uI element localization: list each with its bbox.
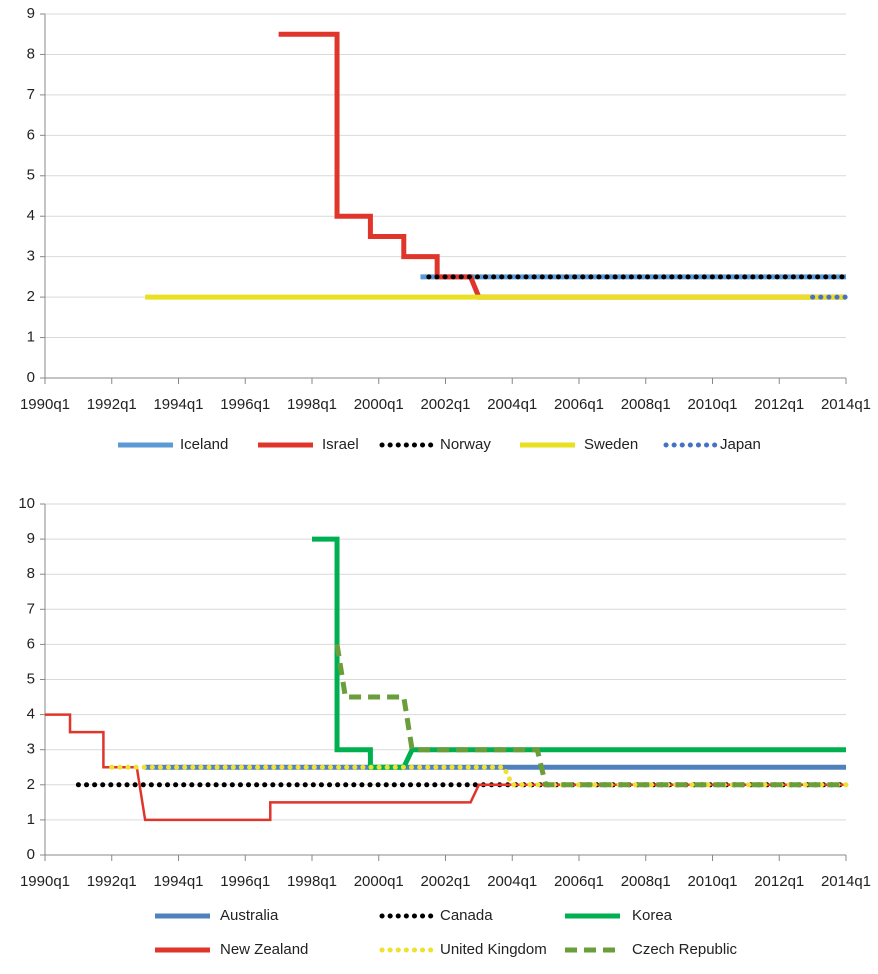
y-tick-label: 2 <box>27 288 35 305</box>
y-tick-label: 5 <box>27 670 35 687</box>
x-tick-label: 1990q1 <box>20 396 70 413</box>
legend-label: Iceland <box>180 436 228 453</box>
x-tick-label: 2014q1 <box>821 873 871 890</box>
legend-label: Australia <box>220 907 279 924</box>
x-tick-label: 2010q1 <box>687 873 737 890</box>
series-line <box>334 644 846 788</box>
y-tick-label: 9 <box>27 5 35 22</box>
legend-label: Norway <box>440 436 491 453</box>
y-tick-label: 9 <box>27 530 35 547</box>
series-line <box>109 764 849 788</box>
x-tick-label: 2014q1 <box>821 396 871 413</box>
legend-label: Sweden <box>584 436 638 453</box>
y-tick-label: 5 <box>27 167 35 184</box>
y-tick-label: 7 <box>27 86 35 103</box>
y-tick-label: 3 <box>27 248 35 265</box>
legend-label: United Kingdom <box>440 941 547 958</box>
y-tick-label: 6 <box>27 635 35 652</box>
y-tick-label: 10 <box>18 495 35 512</box>
series-line <box>312 536 846 770</box>
series-line <box>45 713 846 822</box>
x-tick-label: 2008q1 <box>621 873 671 890</box>
y-tick-label: 1 <box>27 329 35 346</box>
x-tick-label: 1994q1 <box>153 873 203 890</box>
x-tick-label: 1998q1 <box>287 873 337 890</box>
legend-label: Japan <box>720 436 761 453</box>
y-tick-label: 8 <box>27 565 35 582</box>
x-tick-label: 2006q1 <box>554 873 604 890</box>
x-tick-label: 2002q1 <box>420 873 470 890</box>
x-tick-label: 2004q1 <box>487 873 537 890</box>
x-tick-label: 2012q1 <box>754 396 804 413</box>
legend-label: Czech Republic <box>632 941 738 958</box>
x-tick-label: 1996q1 <box>220 396 270 413</box>
legend-label: Canada <box>440 907 493 924</box>
x-tick-label: 2012q1 <box>754 873 804 890</box>
legend-label: New Zealand <box>220 941 308 958</box>
x-tick-label: 2000q1 <box>354 396 404 413</box>
y-tick-label: 0 <box>27 846 35 863</box>
x-tick-label: 2008q1 <box>621 396 671 413</box>
x-tick-label: 2002q1 <box>420 396 470 413</box>
y-tick-label: 0 <box>27 369 35 386</box>
y-tick-label: 6 <box>27 126 35 143</box>
x-tick-label: 1990q1 <box>20 873 70 890</box>
y-tick-label: 7 <box>27 600 35 617</box>
x-tick-label: 2000q1 <box>354 873 404 890</box>
legend-label: Korea <box>632 907 673 924</box>
x-tick-label: 1992q1 <box>87 396 137 413</box>
y-tick-label: 1 <box>27 811 35 828</box>
y-tick-label: 4 <box>27 207 35 224</box>
x-tick-label: 2006q1 <box>554 396 604 413</box>
x-tick-label: 2010q1 <box>687 396 737 413</box>
y-tick-label: 2 <box>27 776 35 793</box>
x-tick-label: 1992q1 <box>87 873 137 890</box>
y-tick-label: 3 <box>27 741 35 758</box>
x-tick-label: 1996q1 <box>220 873 270 890</box>
x-tick-label: 2004q1 <box>487 396 537 413</box>
series-line <box>278 31 846 300</box>
x-tick-label: 1994q1 <box>153 396 203 413</box>
legend-label: Israel <box>322 436 359 453</box>
y-tick-label: 8 <box>27 45 35 62</box>
x-tick-label: 1998q1 <box>287 396 337 413</box>
y-tick-label: 4 <box>27 706 35 723</box>
